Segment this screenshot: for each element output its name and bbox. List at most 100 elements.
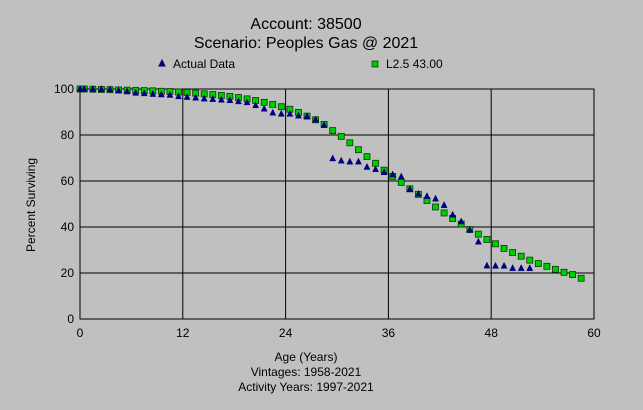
actual-data-point <box>509 264 517 271</box>
actual-data-point <box>303 112 311 120</box>
curve-point <box>355 146 362 154</box>
curve-point <box>474 230 482 238</box>
actual-data-point <box>337 156 345 164</box>
actual-data-point <box>372 165 379 173</box>
plot-area: 0 12 24 36 48 60 0 20 40 60 80 100 <box>54 82 601 340</box>
actual-data-point <box>286 109 294 117</box>
actual-data-point <box>389 170 397 178</box>
x-axis-ticks: 0 12 24 36 48 60 <box>77 326 601 340</box>
actual-data-point <box>449 210 457 218</box>
legend-actual-marker <box>158 58 166 67</box>
actual-data-point <box>329 154 337 162</box>
actual-data-point <box>457 217 465 225</box>
actual-data-point <box>226 96 234 104</box>
curve-point <box>337 132 345 140</box>
curve-point <box>569 271 576 279</box>
actual-data-point <box>192 93 200 101</box>
actual-data-point <box>80 84 88 92</box>
actual-data-point <box>123 87 131 95</box>
actual-data-point <box>269 108 277 116</box>
actual-data-point <box>235 97 242 105</box>
actual-data-point <box>474 237 482 245</box>
actual-data-point <box>140 89 148 97</box>
actual-data-point <box>89 84 97 92</box>
curve-point <box>526 256 534 264</box>
actual-data-point <box>397 172 405 180</box>
curve-point <box>552 265 559 273</box>
x-tick-label: 24 <box>279 326 293 340</box>
series-actual-data <box>76 84 534 271</box>
curve-point <box>269 101 277 108</box>
curve-point <box>440 209 448 217</box>
actual-data-point <box>500 261 508 269</box>
actual-data-point <box>414 189 422 197</box>
actual-data-point <box>492 261 499 269</box>
chart-subtitle: Scenario: Peoples Gas @ 2021 <box>194 35 418 52</box>
actual-data-point <box>243 98 251 106</box>
curve-point <box>346 139 354 147</box>
curve-point <box>277 103 285 111</box>
legend: Actual Data L2.5 43.00 <box>158 57 443 71</box>
actual-data-point <box>252 101 260 109</box>
series-l25-curve <box>76 85 585 282</box>
actual-data-point <box>517 264 525 271</box>
y-tick-label: 0 <box>67 312 74 326</box>
curve-point <box>329 127 337 135</box>
legend-curve-marker <box>371 60 379 68</box>
x-axis-title: Age (Years) <box>275 350 338 364</box>
actual-data-point <box>115 86 122 94</box>
legend-actual-label: Actual Data <box>173 57 235 71</box>
x-tick-label: 0 <box>77 326 84 340</box>
y-axis-ticks: 0 20 40 60 80 100 <box>54 82 74 326</box>
actual-data-point <box>363 162 371 170</box>
actual-data-point <box>320 121 328 128</box>
grid-lines <box>80 89 594 319</box>
actual-data-point <box>466 225 474 233</box>
actual-data-point <box>380 168 388 176</box>
actual-data-point <box>355 157 362 165</box>
footer-vintages: Vintages: 1958-2021 <box>251 365 362 379</box>
x-tick-label: 12 <box>176 326 190 340</box>
actual-data-point <box>423 192 431 199</box>
curve-point <box>483 236 491 243</box>
curve-point <box>500 244 508 252</box>
actual-data-point <box>157 90 165 98</box>
plot-frame <box>79 88 595 320</box>
actual-data-point <box>260 104 268 112</box>
actual-data-point <box>295 111 302 119</box>
curve-point <box>260 98 268 106</box>
curve-point <box>363 153 371 161</box>
x-tick-label: 48 <box>485 326 499 340</box>
actual-data-point <box>132 88 140 96</box>
x-tick-label: 36 <box>382 326 396 340</box>
actual-data-point <box>175 92 182 100</box>
actual-data-point <box>106 85 114 93</box>
y-tick-label: 40 <box>61 220 75 234</box>
actual-data-point <box>483 261 491 269</box>
y-axis-title: Percent Surviving <box>24 158 38 252</box>
y-tick-label: 20 <box>61 266 75 280</box>
actual-data-point <box>217 95 225 103</box>
actual-data-point <box>346 157 354 165</box>
y-tick-label: 100 <box>54 82 74 96</box>
curve-point <box>432 203 439 211</box>
curve-point <box>534 260 542 267</box>
actual-data-point <box>149 90 157 97</box>
actual-data-point <box>98 85 105 92</box>
curve-point <box>543 262 551 270</box>
actual-data-point <box>183 92 191 100</box>
actual-data-point <box>166 90 174 98</box>
y-tick-label: 80 <box>61 128 75 142</box>
actual-data-point <box>432 194 439 202</box>
actual-data-point <box>406 185 414 193</box>
curve-point <box>509 249 517 256</box>
actual-data-point <box>277 109 285 117</box>
curve-point <box>560 268 568 276</box>
actual-data-point <box>76 84 84 92</box>
curve-point <box>397 178 405 186</box>
actual-data-point <box>312 115 319 123</box>
actual-data-point <box>440 201 448 208</box>
x-tick-label: 60 <box>587 326 601 340</box>
actual-data-point <box>209 95 217 102</box>
footer-activity-years: Activity Years: 1997-2021 <box>238 380 374 394</box>
